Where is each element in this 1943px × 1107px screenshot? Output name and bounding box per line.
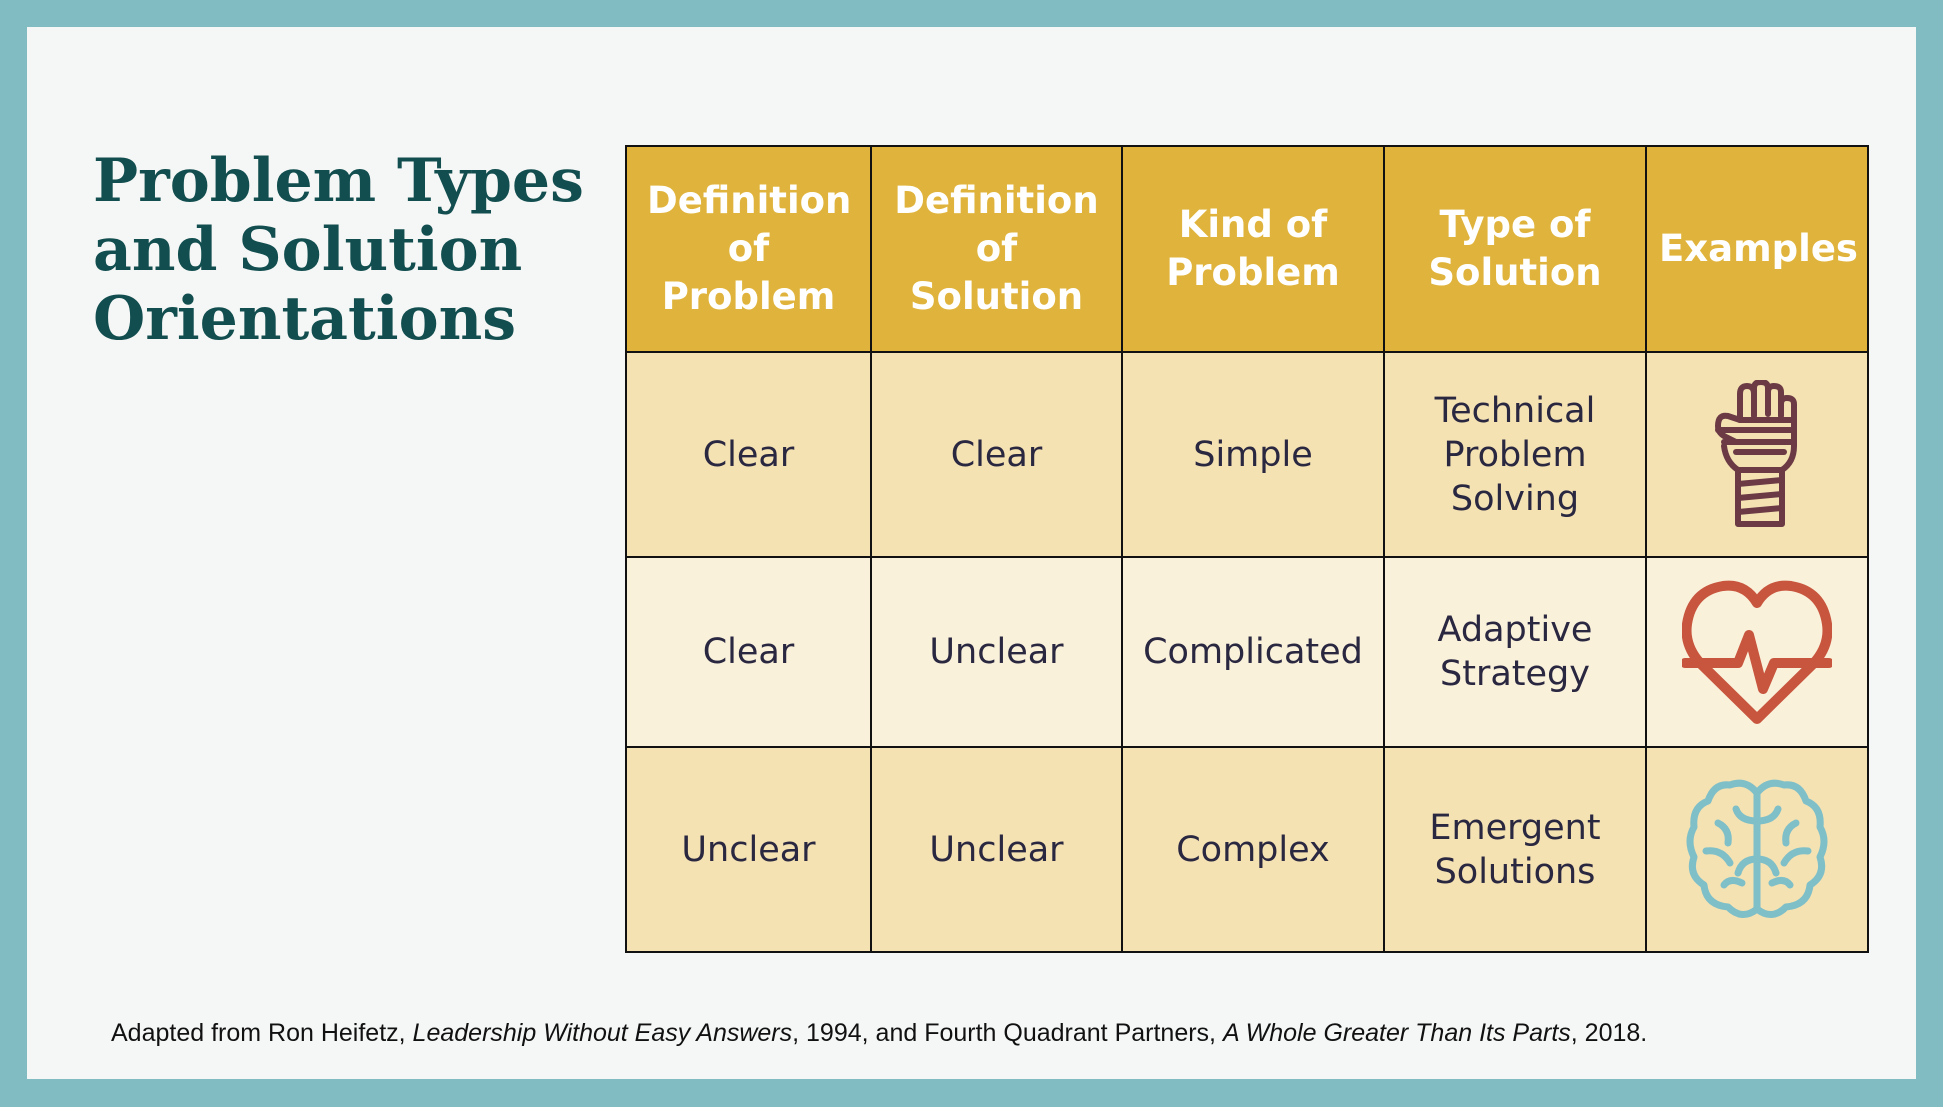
bandaged-hand-icon <box>1715 379 1797 527</box>
brain-icon <box>1686 779 1828 918</box>
slide: Problem Types and Solution Orientations … <box>27 27 1916 1079</box>
cell-kind-of-problem: Complicated <box>1121 556 1385 748</box>
header-examples: Examples <box>1645 145 1869 353</box>
cell-definition-of-solution: Unclear <box>870 746 1123 953</box>
cell-example <box>1645 556 1869 748</box>
citation-text-1: Adapted from Ron Heifetz, <box>111 1019 413 1047</box>
citation-text-3: , 2018. <box>1570 1019 1648 1047</box>
cell-example <box>1645 746 1869 953</box>
citation-footnote: Adapted from Ron Heifetz, Leadership Wit… <box>111 1019 1647 1048</box>
cell-type-of-solution: Emergent Solutions <box>1383 746 1647 953</box>
title-line-3: Orientations <box>93 284 516 354</box>
header-definition-of-problem: Definition of Problem <box>625 145 872 353</box>
title-line-1: Problem Types <box>93 146 584 216</box>
table-row: Unclear Unclear Complex Emergent Solutio… <box>625 746 1869 953</box>
cell-definition-of-problem: Clear <box>625 351 872 558</box>
cell-type-of-solution: Adaptive Strategy <box>1383 556 1647 748</box>
table-row: Clear Unclear Complicated Adaptive Strat… <box>625 556 1869 748</box>
title-line-2: and Solution <box>93 215 523 285</box>
problem-types-table: Definition of Problem Definition of Solu… <box>625 145 1869 953</box>
citation-book-title-1: Leadership Without Easy Answers <box>412 1019 793 1047</box>
table-row: Clear Clear Simple Technical Problem Sol… <box>625 351 1869 558</box>
slide-title: Problem Types and Solution Orientations <box>93 147 653 354</box>
cell-kind-of-problem: Complex <box>1121 746 1385 953</box>
cell-definition-of-solution: Clear <box>870 351 1123 558</box>
heartbeat-icon <box>1682 580 1832 724</box>
cell-definition-of-problem: Unclear <box>625 746 872 953</box>
citation-text-2: , 1994, and Fourth Quadrant Partners, <box>792 1019 1223 1047</box>
cell-definition-of-solution: Unclear <box>870 556 1123 748</box>
header-type-of-solution: Type of Solution <box>1383 145 1647 353</box>
cell-definition-of-problem: Clear <box>625 556 872 748</box>
header-row: Definition of Problem Definition of Solu… <box>625 145 1869 353</box>
cell-example <box>1645 351 1869 558</box>
header-definition-of-solution: Definition of Solution <box>870 145 1123 353</box>
header-kind-of-problem: Kind of Problem <box>1121 145 1385 353</box>
citation-book-title-2: A Whole Greater Than Its Parts <box>1222 1019 1571 1047</box>
cell-type-of-solution: Technical Problem Solving <box>1383 351 1647 558</box>
cell-kind-of-problem: Simple <box>1121 351 1385 558</box>
